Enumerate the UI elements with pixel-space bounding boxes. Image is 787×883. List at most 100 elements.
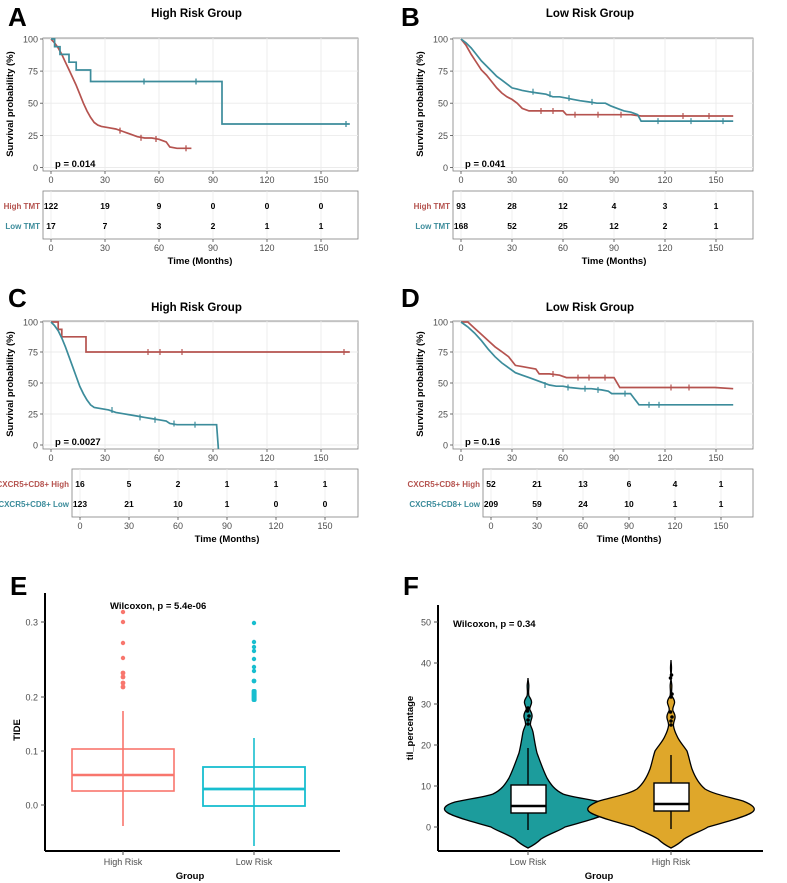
panel-letter-a: A xyxy=(8,2,27,32)
gridlines-a xyxy=(43,38,358,171)
panel-letter-d: D xyxy=(401,283,420,313)
svg-text:1: 1 xyxy=(265,221,270,231)
y-axis-title-e: TIDE xyxy=(12,719,23,741)
km-curve-cxcr5-low-c xyxy=(50,321,220,449)
svg-text:1: 1 xyxy=(225,499,230,509)
risk-counts-low-c: 123 21 10 1 0 0 xyxy=(73,499,328,509)
risk-counts-low-b: 168 52 25 12 2 1 xyxy=(454,221,719,231)
x-tick-marks-a xyxy=(50,171,322,174)
box-low-risk-f xyxy=(510,748,547,830)
svg-text:6: 6 xyxy=(627,479,632,489)
svg-text:52: 52 xyxy=(507,221,517,231)
risk-counts-high-d: 52 21 13 6 4 1 xyxy=(486,479,723,489)
y-ticks-d: 0 25 50 75 100 xyxy=(433,318,448,451)
y-ticks-c: 0 25 50 75 100 xyxy=(23,318,38,451)
svg-text:60: 60 xyxy=(558,243,568,253)
svg-text:120: 120 xyxy=(259,243,274,253)
svg-text:0: 0 xyxy=(319,201,324,211)
svg-text:Low Risk: Low Risk xyxy=(236,857,273,867)
svg-text:3: 3 xyxy=(157,221,162,231)
svg-text:120: 120 xyxy=(259,175,274,185)
svg-text:0: 0 xyxy=(33,441,38,451)
svg-text:0: 0 xyxy=(323,499,328,509)
svg-text:60: 60 xyxy=(154,175,164,185)
risk-counts-low-d: 209 59 24 10 1 1 xyxy=(484,499,724,509)
svg-text:75: 75 xyxy=(438,348,448,358)
svg-text:90: 90 xyxy=(609,175,619,185)
box-high-risk-f xyxy=(653,755,690,829)
box-rect-low-risk-e xyxy=(202,766,306,807)
svg-text:2: 2 xyxy=(176,479,181,489)
risk-row-label-low-b: Low TMT xyxy=(415,222,450,231)
svg-text:17: 17 xyxy=(46,221,56,231)
svg-text:12: 12 xyxy=(558,201,568,211)
svg-text:1: 1 xyxy=(673,499,678,509)
risk-table-gridlines-d xyxy=(490,469,722,517)
svg-text:1: 1 xyxy=(714,221,719,231)
svg-text:150: 150 xyxy=(713,521,728,531)
svg-text:12: 12 xyxy=(609,221,619,231)
svg-text:50: 50 xyxy=(28,99,38,109)
svg-text:7: 7 xyxy=(103,221,108,231)
panel-b-svg: 0 25 50 75 100 Survival probability (%) … xyxy=(414,35,754,267)
violin-points-low-risk-f xyxy=(525,706,531,726)
panel-title-a: High Risk Group xyxy=(151,8,242,20)
censor-marks-red-d xyxy=(552,371,690,391)
svg-text:30: 30 xyxy=(507,243,517,253)
svg-text:30: 30 xyxy=(507,453,517,463)
svg-text:16: 16 xyxy=(75,479,85,489)
svg-text:Low Risk: Low Risk xyxy=(510,857,547,867)
svg-text:0.2: 0.2 xyxy=(25,693,38,703)
outliers-high-risk-e xyxy=(120,609,126,690)
risk-row-label-low-a: Low TMT xyxy=(5,222,40,231)
y-axis-title-b: Survival probability (%) xyxy=(415,51,426,157)
svg-text:0: 0 xyxy=(48,243,53,253)
svg-text:209: 209 xyxy=(484,499,498,509)
svg-text:30: 30 xyxy=(100,453,110,463)
km-curve-cxcr5-high-c xyxy=(51,321,350,353)
svg-text:40: 40 xyxy=(421,659,431,669)
wilcoxon-annotation-f: Wilcoxon, p = 0.34 xyxy=(453,619,536,630)
svg-text:150: 150 xyxy=(313,453,328,463)
svg-text:25: 25 xyxy=(558,221,568,231)
svg-text:0: 0 xyxy=(48,175,53,185)
panel-d-svg: 0 25 50 75 100 Survival probability (%) … xyxy=(408,318,754,545)
svg-text:60: 60 xyxy=(558,175,568,185)
x-tick-marks-b xyxy=(460,171,717,174)
panel-f: F 0 10 20 30 40 50 til_percentage xyxy=(393,565,787,883)
gridlines-b xyxy=(453,38,753,171)
svg-text:120: 120 xyxy=(657,175,672,185)
risk-table-c xyxy=(71,468,359,518)
x-tick-marks-e xyxy=(122,851,255,855)
censor-marks-red-c xyxy=(147,349,345,355)
svg-text:150: 150 xyxy=(313,243,328,253)
y-tick-marks-d xyxy=(450,321,453,446)
risk-row-label-high-a: High TMT xyxy=(4,202,41,211)
svg-text:150: 150 xyxy=(317,521,332,531)
svg-text:5: 5 xyxy=(127,479,132,489)
km-curve-low-tmt-a xyxy=(51,38,350,125)
svg-text:24: 24 xyxy=(578,499,588,509)
panel-title-b: Low Risk Group xyxy=(545,8,635,20)
risk-x-tick-marks-d xyxy=(490,517,722,520)
y-ticks-e: 0.0 0.1 0.2 0.3 xyxy=(25,618,38,811)
risk-counts-low-a: 17 7 3 2 1 1 xyxy=(46,221,323,231)
risk-table-d xyxy=(482,468,754,518)
svg-text:90: 90 xyxy=(208,175,218,185)
censor-marks-red-a xyxy=(119,127,187,152)
svg-text:150: 150 xyxy=(708,175,723,185)
x-ticks-c: 0 30 60 90 120 150 xyxy=(48,453,328,463)
km-curve-high-tmt-b xyxy=(460,38,734,117)
svg-text:0: 0 xyxy=(274,499,279,509)
censor-marks-teal-d xyxy=(544,382,660,408)
svg-text:20: 20 xyxy=(421,741,431,751)
risk-table-b xyxy=(452,190,754,240)
x-ticks-a: 0 30 60 90 120 150 xyxy=(48,175,328,185)
svg-text:150: 150 xyxy=(708,243,723,253)
svg-text:28: 28 xyxy=(507,201,517,211)
x-axis-title-c: Time (Months) xyxy=(195,534,260,545)
risk-table-a xyxy=(42,190,359,240)
y-tick-marks-b xyxy=(450,38,453,168)
y-tick-marks-e xyxy=(41,621,45,806)
svg-text:75: 75 xyxy=(28,348,38,358)
